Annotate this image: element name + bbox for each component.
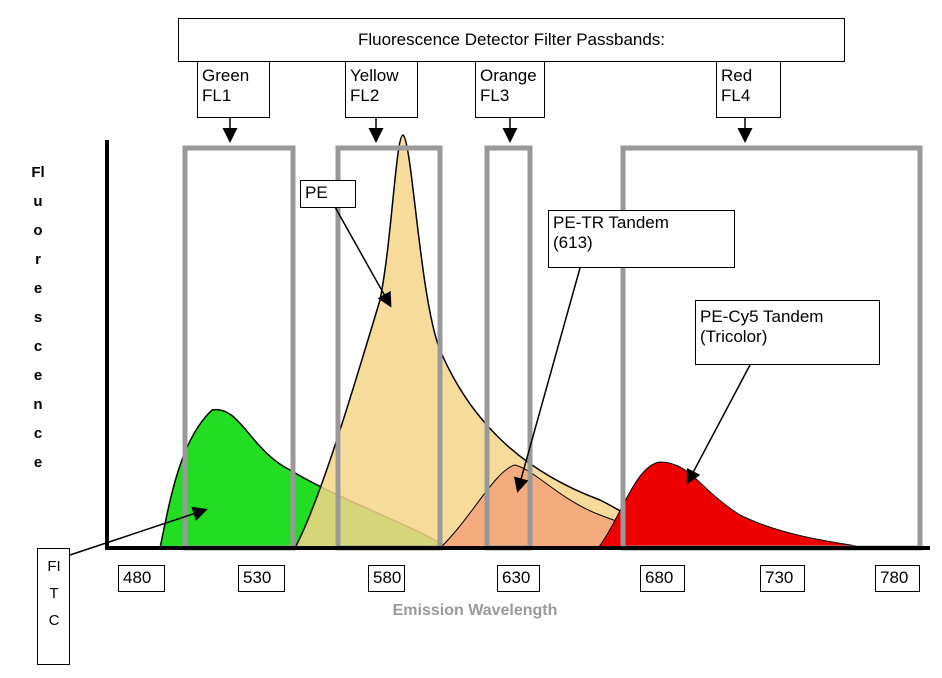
pe-tr-line: PE-TR Tandem: [553, 213, 669, 232]
fitc-box: FITC: [37, 548, 70, 665]
fitc-label: FITC: [47, 558, 61, 629]
x-tick-label: 530: [238, 565, 285, 592]
pe-tr-line: (613): [553, 233, 593, 252]
filter-name: Red: [721, 66, 776, 86]
filter-name: Yellow: [350, 66, 413, 86]
filter-channel: FL1: [202, 86, 265, 106]
x-tick-label: 730: [760, 565, 805, 592]
x-tick-label: 680: [640, 565, 685, 592]
arrows: [69, 118, 753, 556]
filter-name: Green: [202, 66, 265, 86]
x-tick-label: 780: [875, 565, 920, 592]
pe-cy5-label: PE-Cy5 Tandem (Tricolor): [695, 300, 880, 365]
x-tick-label: 580: [368, 565, 405, 592]
y-label: Fluorescence: [31, 164, 45, 471]
x-label: Emission Wavelength: [392, 602, 558, 619]
filter-label: Red FL4: [716, 62, 781, 118]
filter-label: Yellow FL2: [345, 62, 418, 118]
pe-cy5-curve: [596, 461, 871, 549]
filter-channel: FL3: [480, 86, 540, 106]
filter-label: Green FL1: [197, 62, 270, 118]
filter-channel: FL4: [721, 86, 776, 106]
title: Fluorescence Detector Filter Passbands:: [178, 18, 845, 62]
x-tick-label: 630: [497, 565, 540, 592]
pe-label: PE: [300, 180, 356, 208]
filter-channel: FL2: [350, 86, 413, 106]
filter-label: Orange FL3: [475, 62, 545, 118]
filter-name: Orange: [480, 66, 540, 86]
pe-cy5-line: (Tricolor): [700, 327, 768, 346]
x-tick-label: 480: [118, 565, 165, 592]
pe-curve: [293, 134, 681, 549]
pe-cy5-line: PE-Cy5 Tandem: [700, 307, 824, 326]
pe-tr-label: PE-TR Tandem (613): [548, 210, 735, 268]
